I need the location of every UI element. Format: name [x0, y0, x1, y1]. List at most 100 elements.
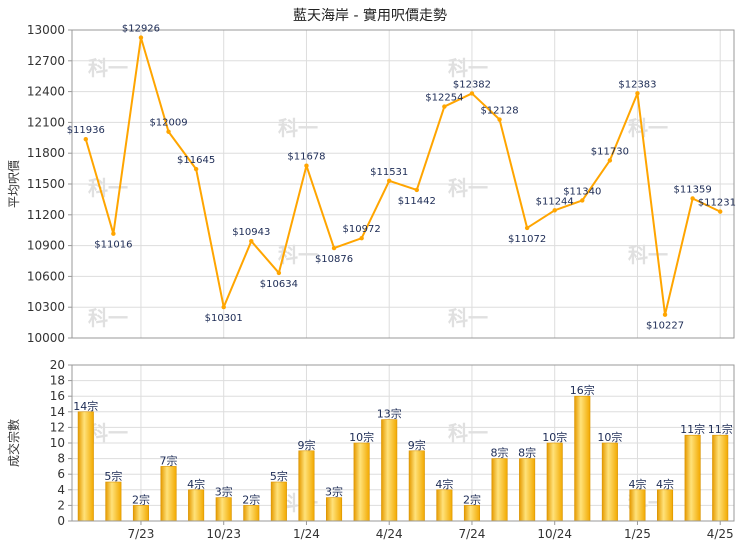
bottom-y-tick-label: 0 — [57, 514, 65, 528]
volume-bar — [298, 450, 315, 522]
price-point — [580, 198, 585, 203]
volume-data-label: 16宗 — [570, 383, 595, 397]
bottom-y-tick-label: 4 — [57, 483, 65, 497]
price-point — [387, 178, 392, 184]
price-data-labels: $11936 $11016 $12926 $12009 $11645 $10301 $109… — [67, 24, 736, 332]
x-tick-label: 7/24 — [458, 527, 485, 541]
volume-data-label: 4宗 — [628, 477, 646, 491]
top-y-axis-ticks: 10000 10300 10600 10900 11200 11500 11800 12100… — [27, 23, 72, 345]
price-point — [552, 208, 557, 213]
price-point — [414, 187, 419, 193]
x-tick-label: 4/25 — [707, 527, 734, 541]
bottom-y-tick-label: 18 — [50, 374, 65, 388]
volume-bar — [215, 497, 232, 522]
volume-data-label: 2宗 — [463, 492, 481, 506]
price-point — [83, 137, 88, 142]
price-point — [166, 129, 171, 134]
bottom-y-tick-label: 14 — [50, 405, 65, 419]
volume-data-label: 8宗 — [518, 446, 536, 460]
top-y-tick-label: 10600 — [27, 269, 65, 283]
price-data-label: $10972 — [343, 224, 381, 235]
x-tick-label: 10/24 — [537, 527, 572, 541]
price-point — [111, 231, 116, 236]
x-axis-ticks: 7/23 10/23 1/24 4/24 7/24 10/24 1/25 4/25 — [127, 521, 734, 541]
top-y-tick-label: 10000 — [27, 331, 65, 345]
volume-data-label: 3宗 — [215, 485, 233, 499]
x-tick-label: 1/25 — [624, 527, 651, 541]
volume-data-label: 2宗 — [132, 492, 150, 506]
bottom-y-tick-label: 10 — [50, 436, 65, 450]
watermark-text: 科一 — [448, 306, 488, 330]
price-data-label: $10943 — [232, 227, 270, 238]
price-data-label: $10227 — [646, 321, 684, 332]
volume-bar — [270, 481, 287, 522]
volume-bars — [77, 395, 729, 522]
volume-bar — [601, 442, 618, 522]
price-data-label: $11340 — [563, 186, 601, 197]
volume-bar — [77, 411, 94, 522]
volume-bar — [436, 489, 453, 522]
top-y-tick-label: 12700 — [27, 54, 65, 68]
top-y-tick-label: 12100 — [27, 115, 65, 129]
price-point — [304, 163, 309, 168]
volume-bar — [381, 419, 398, 522]
bottom-y-tick-label: 16 — [50, 389, 65, 403]
price-point — [276, 270, 282, 276]
price-data-label: $11531 — [370, 167, 408, 178]
price-data-label: $11244 — [536, 196, 574, 207]
volume-bar — [188, 489, 205, 522]
price-data-label: $12009 — [149, 118, 187, 129]
volume-bar — [712, 434, 729, 522]
price-point — [359, 236, 364, 241]
price-data-label: $11442 — [398, 196, 436, 207]
x-tick-label: 7/23 — [127, 527, 154, 541]
volume-data-label: 10宗 — [349, 430, 374, 444]
volume-data-label: 5宗 — [104, 469, 122, 483]
price-point — [607, 158, 613, 163]
chart-title: 藍天海岸 - 實用呎價走勢 — [293, 7, 447, 24]
price-point — [331, 245, 337, 251]
volume-bar — [105, 481, 122, 522]
bottom-y-tick-label: 2 — [57, 498, 65, 512]
price-data-label: $10876 — [315, 254, 353, 265]
watermark-text: 科一 — [448, 56, 488, 80]
price-point — [221, 304, 226, 310]
top-y-tick-label: 11500 — [27, 177, 65, 191]
x-tick-label: 10/23 — [206, 527, 241, 541]
volume-bar — [243, 505, 260, 522]
bottom-y-axis-label: 成交宗數 — [6, 419, 21, 467]
volume-bar — [684, 434, 701, 522]
watermark-text: 科一 — [88, 421, 128, 445]
volume-bar — [657, 489, 674, 522]
watermark-text: 科一 — [448, 421, 488, 445]
volume-bar — [519, 458, 536, 522]
price-point — [249, 238, 254, 244]
volume-data-label: 4宗 — [187, 477, 205, 491]
price-point — [138, 35, 144, 40]
top-y-tick-label: 12400 — [27, 85, 65, 99]
price-point — [662, 312, 668, 317]
watermark-text: 科一 — [628, 243, 668, 267]
volume-data-label: 10宗 — [597, 430, 622, 444]
watermark-text: 科一 — [88, 56, 128, 80]
volume-data-label: 10宗 — [542, 430, 567, 444]
volume-data-label: 9宗 — [297, 438, 315, 452]
price-point — [497, 117, 502, 122]
volume-bar — [132, 505, 149, 522]
volume-data-label: 11宗 — [680, 422, 705, 436]
price-data-label: $11936 — [67, 125, 105, 136]
price-data-label: $12926 — [122, 24, 160, 35]
volume-data-label: 5宗 — [270, 469, 288, 483]
bottom-y-tick-label: 20 — [50, 358, 65, 372]
volume-data-label: 3宗 — [325, 485, 343, 499]
price-line-series — [84, 36, 721, 316]
price-line — [84, 36, 721, 316]
volume-bar — [463, 505, 480, 522]
top-y-tick-label: 13000 — [27, 23, 65, 37]
price-data-label: $12383 — [618, 79, 656, 90]
price-point — [690, 196, 695, 201]
volume-bar — [546, 442, 563, 522]
top-y-tick-label: 11200 — [27, 208, 65, 222]
volume-data-label: 8宗 — [491, 446, 509, 460]
